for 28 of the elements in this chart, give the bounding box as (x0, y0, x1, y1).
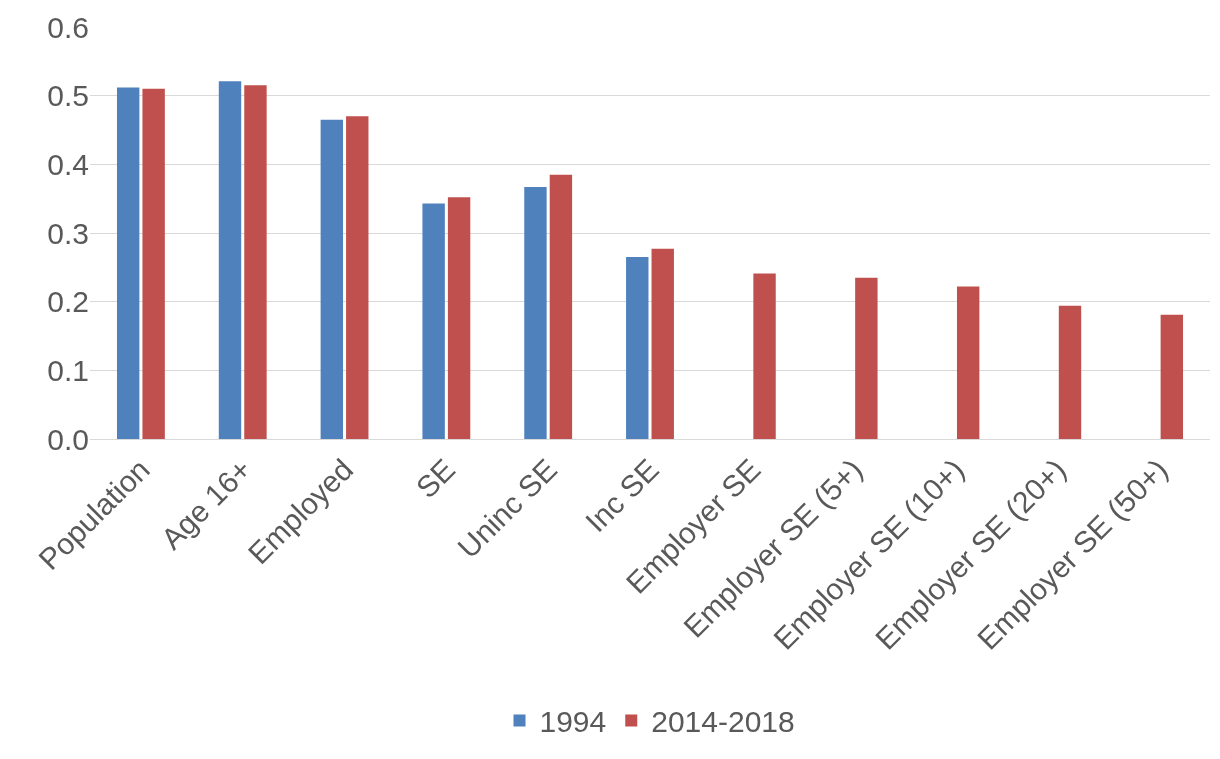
bar (142, 88, 165, 439)
bar (855, 277, 878, 439)
bar (524, 186, 547, 439)
bar (626, 257, 649, 439)
bar (320, 119, 344, 439)
bar (346, 116, 369, 439)
y-tick-label: 0.5 (47, 79, 89, 113)
bar (549, 174, 573, 439)
x-tick-label: Inc SE (579, 452, 665, 539)
bar (651, 248, 674, 439)
y-tick-label: 0.6 (47, 10, 89, 44)
y-tick-label: 0.0 (47, 422, 89, 456)
y-tick-label: 0.1 (47, 353, 89, 387)
bar (956, 286, 980, 439)
bar (422, 203, 445, 439)
y-tick-label: 0.4 (47, 147, 89, 181)
bar (753, 273, 776, 439)
y-tick-label: 0.3 (47, 216, 89, 250)
x-tick-label: SE (409, 452, 462, 505)
bar (116, 87, 140, 439)
y-tick-label: 0.2 (47, 285, 89, 319)
bar (1160, 314, 1184, 439)
legend-label: 2014-2018 (651, 705, 795, 739)
legend-label: 1994 (539, 705, 607, 739)
bar (218, 81, 242, 439)
bar (447, 197, 471, 439)
bar (1058, 305, 1082, 439)
bar (244, 85, 267, 439)
